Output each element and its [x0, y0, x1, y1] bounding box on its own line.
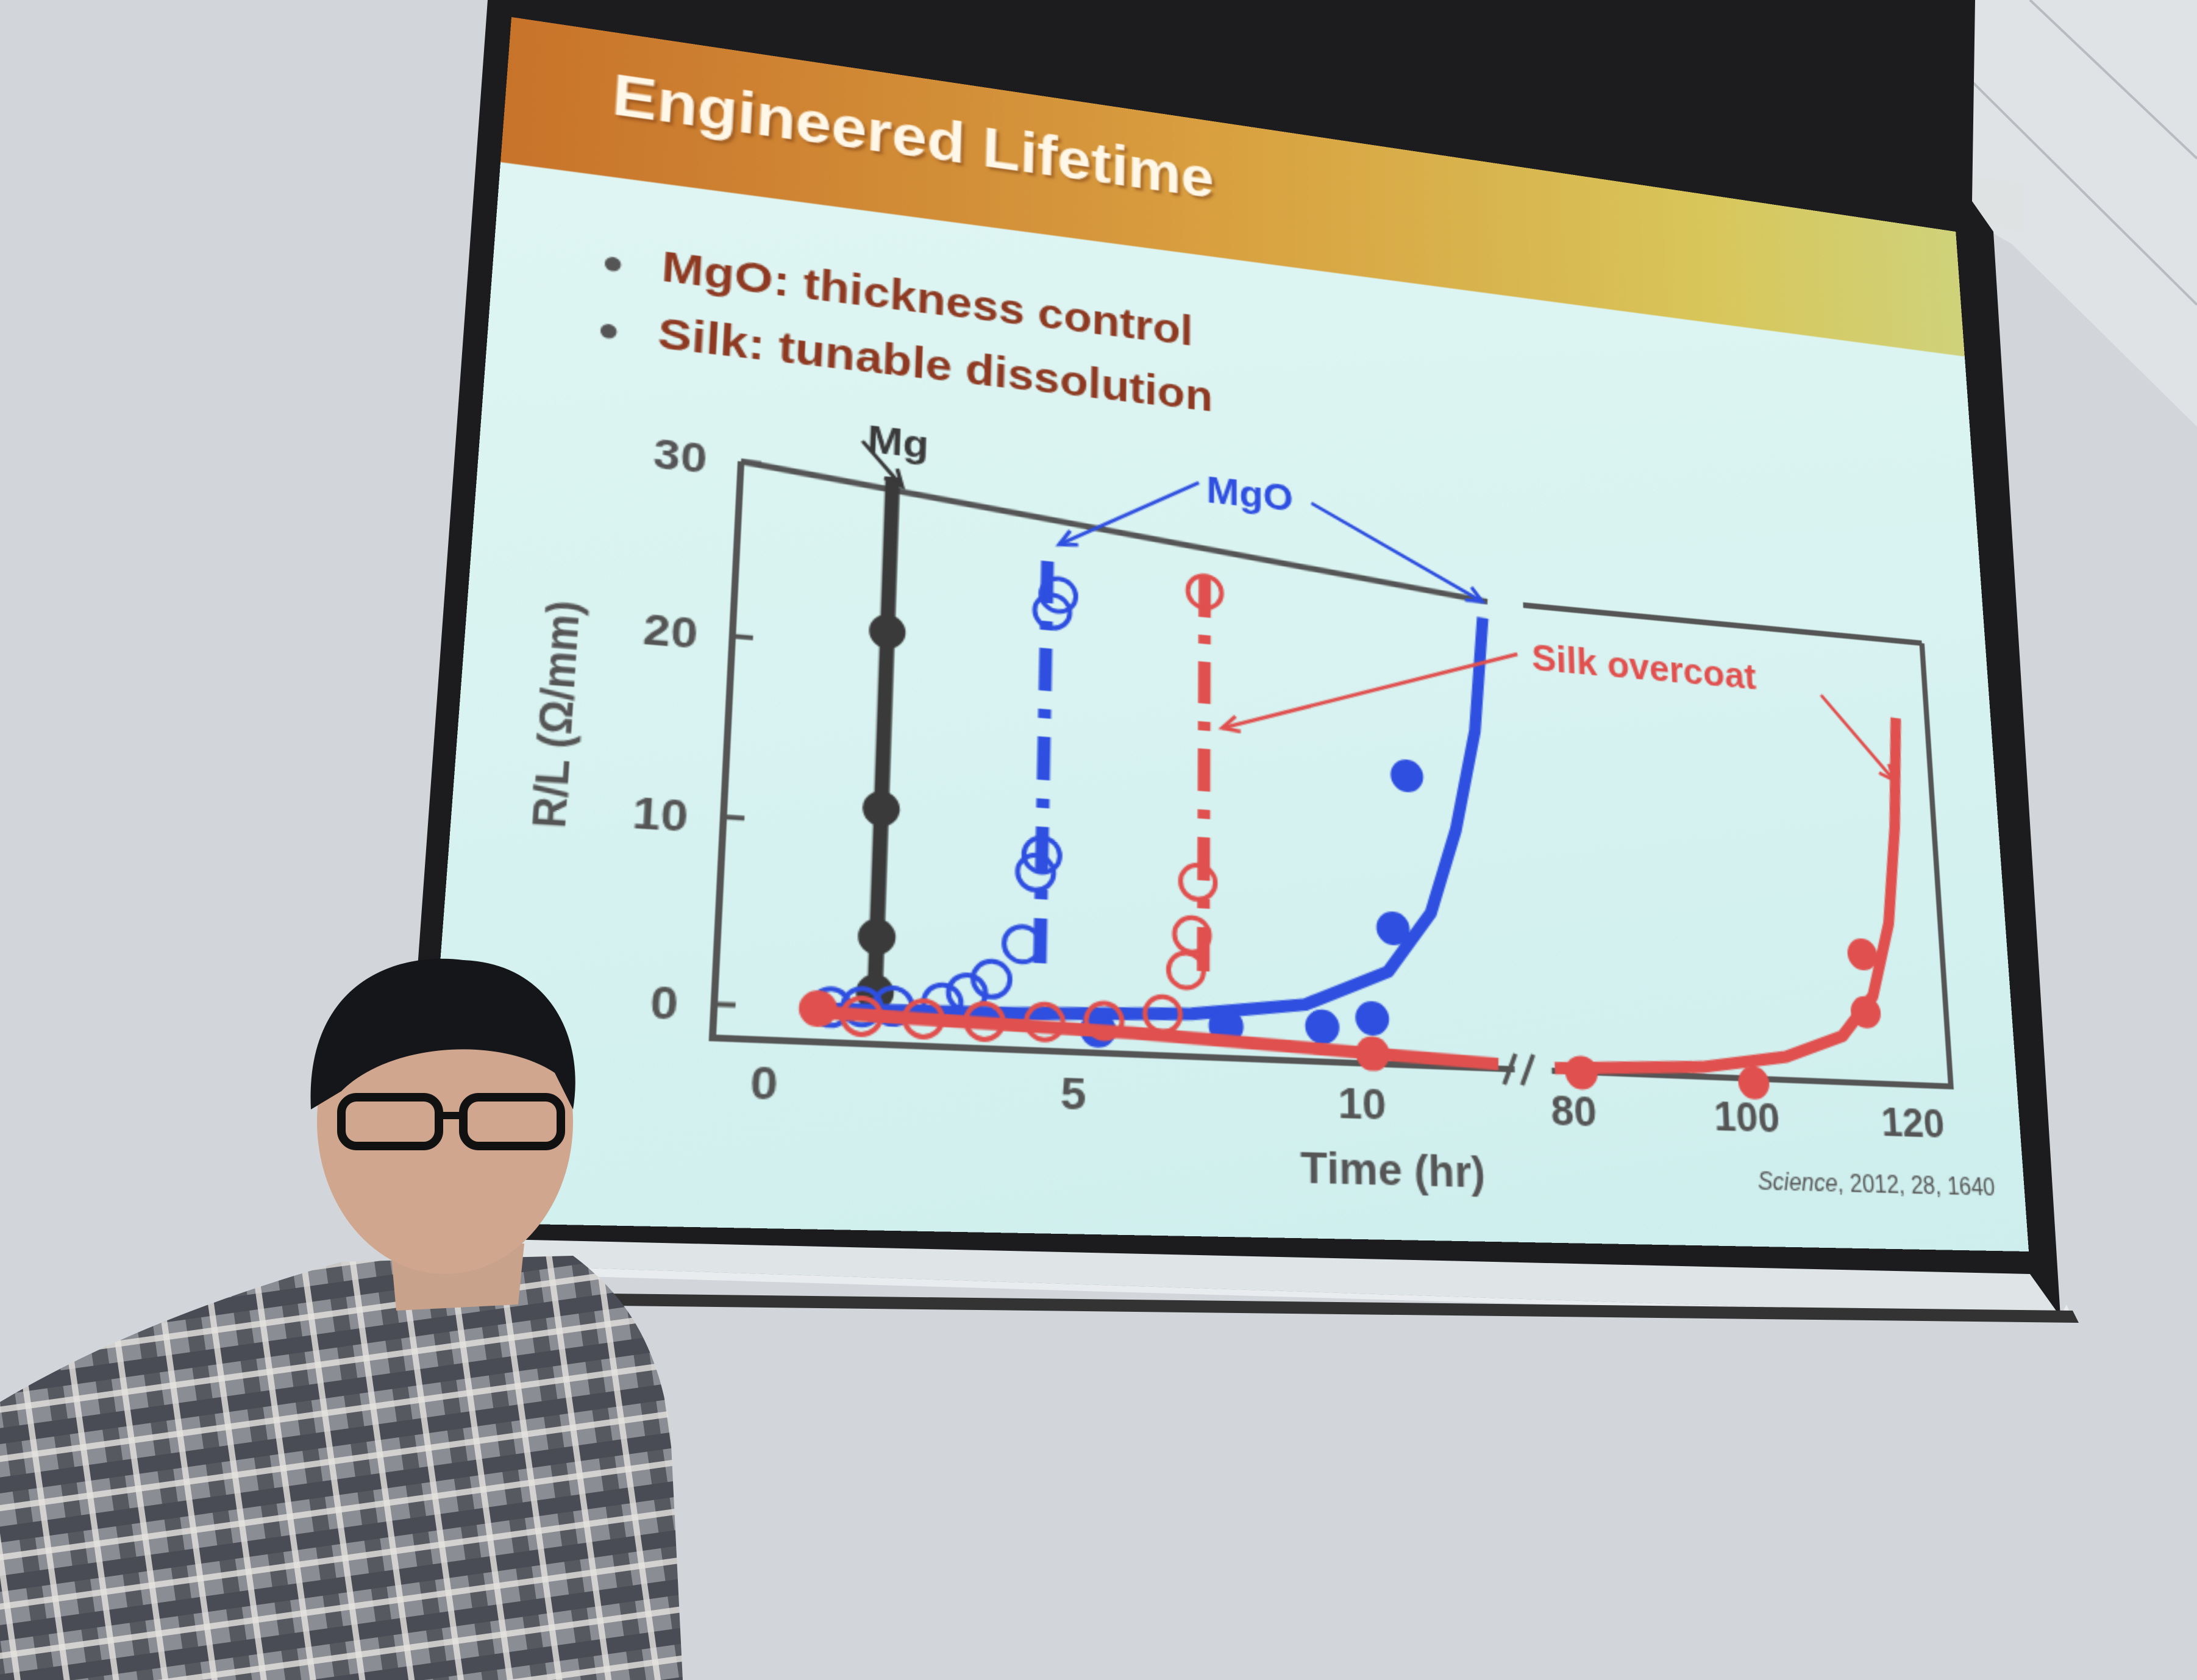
presenter	[0, 959, 683, 1680]
plaid-shirt	[0, 1256, 683, 1680]
